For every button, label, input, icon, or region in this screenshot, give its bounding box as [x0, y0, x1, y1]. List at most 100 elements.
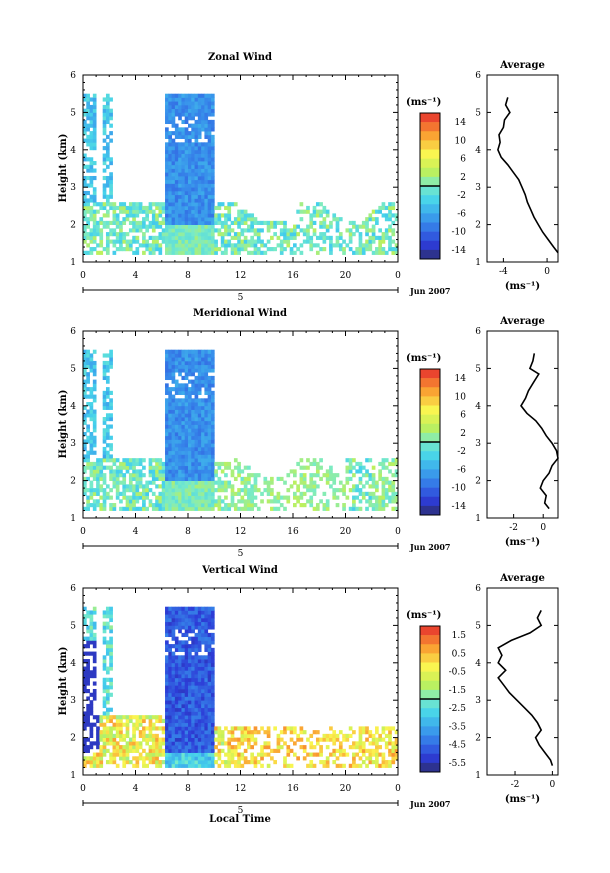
average-frame [486, 74, 559, 263]
average-x-tick-label: 0 [550, 780, 556, 790]
colorbar-segment [420, 505, 440, 516]
colorbar-tick-label: 1.5 [452, 631, 467, 641]
local-time-xlabel: Local Time [209, 814, 271, 825]
colorbar-tick-label: -2.5 [449, 704, 467, 714]
colorbar-segment [420, 708, 440, 718]
average-y-tick-label: 1 [475, 514, 481, 524]
colorbar-tick-label: 0.5 [452, 649, 467, 659]
colorbar-segment [420, 726, 440, 736]
vertical-wind-heatmap [83, 606, 399, 768]
x-tick-label: 20 [340, 271, 352, 281]
colorbar-tick-label: 14 [455, 374, 467, 384]
average-y-tick-label: 1 [475, 771, 481, 781]
colorbar-segment [420, 442, 440, 452]
y-tick-label: 4 [70, 146, 76, 156]
y-tick-label: 6 [70, 71, 76, 81]
colorbar-segment [420, 432, 440, 443]
x-tick-label: 12 [235, 271, 246, 281]
x-tick-label: 0 [395, 527, 401, 537]
colorbar-tick-label: -2 [457, 191, 466, 201]
x-tick-label: 16 [287, 271, 299, 281]
colorbar-segment [420, 387, 440, 397]
colorbar-segment [420, 249, 440, 260]
y-tick-label: 3 [70, 183, 76, 193]
x-tick-label: 20 [340, 527, 352, 537]
y-tick-label: 5 [70, 364, 76, 374]
colorbar-segment [420, 122, 440, 132]
colorbar-segment [420, 240, 440, 251]
colorbar-tick-label: -6 [457, 209, 466, 219]
colorbar-segment [420, 131, 440, 141]
colorbar-segment [420, 487, 440, 498]
x-tick-label: 4 [133, 271, 139, 281]
y-tick-label: 5 [70, 621, 76, 631]
colorbar-segment [420, 195, 440, 205]
average-y-tick-label: 3 [475, 696, 481, 706]
y-tick-label: 3 [70, 439, 76, 449]
colorbar-segment [420, 213, 440, 223]
average-y-tick-label: 2 [475, 221, 481, 231]
average-y-tick-label: 1 [475, 258, 481, 268]
average-y-tick-label: 5 [475, 621, 481, 631]
x-tick-label: 0 [80, 527, 86, 537]
colorbar-tick-label: -2 [457, 447, 466, 457]
colorbar-segment [420, 396, 440, 406]
meridional-wind-colorbar: 14 10 6 2 -2 -6 -10 -14 [419, 368, 467, 516]
y-tick-label: 6 [70, 327, 76, 337]
colorbar-segment [420, 478, 440, 488]
average-y-tick-label: 5 [475, 108, 481, 118]
colorbar-segment [420, 717, 440, 727]
colorbar-segment [420, 149, 440, 159]
average-y-tick-label: 3 [475, 439, 481, 449]
y-tick-label: 6 [70, 584, 76, 594]
colorbar-segment [420, 204, 440, 214]
x-tick-label: 8 [185, 784, 191, 794]
colorbar-tick-label: 2 [460, 173, 466, 183]
zonal-wind-colorbar-unit: (ms⁻¹) [406, 97, 441, 108]
y-tick-label: 5 [70, 108, 76, 118]
colorbar-segment [420, 626, 440, 636]
colorbar-segment [420, 414, 440, 425]
colorbar-tick-label: 14 [455, 118, 467, 128]
colorbar-segment [420, 451, 440, 461]
y-tick-label: 2 [70, 221, 76, 231]
vertical-wind-date-label: Jun 2007 [409, 799, 450, 809]
zonal-wind-title: Zonal Wind [208, 52, 272, 63]
colorbar-tick-label: 6 [460, 411, 466, 421]
average-y-tick-label: 6 [475, 71, 481, 81]
average-frame [486, 330, 559, 519]
average-x-tick-label: -2 [509, 523, 518, 533]
colorbar-segment [420, 762, 440, 773]
colorbar-segment [420, 222, 440, 232]
average-y-tick-label: 6 [475, 327, 481, 337]
y-tick-label: 1 [70, 771, 76, 781]
vertical-wind-average-title: Average [499, 573, 545, 584]
colorbar-tick-label: -14 [452, 246, 467, 256]
y-tick-label: 1 [70, 258, 76, 268]
colorbar-segment [420, 744, 440, 755]
x-tick-label: 4 [133, 527, 139, 537]
average-y-tick-label: 4 [475, 146, 481, 156]
x-tick-label: 16 [287, 784, 299, 794]
colorbar-segment [420, 186, 440, 196]
colorbar-segment [420, 680, 440, 691]
colorbar-segment [420, 423, 440, 434]
colorbar-tick-label: -14 [452, 502, 467, 512]
zonal-wind-average-profile: 1 2 3 4 5 6 -4 0 [475, 71, 559, 277]
colorbar-segment [420, 140, 440, 150]
average-y-tick-label: 6 [475, 584, 481, 594]
colorbar-tick-label: 10 [455, 136, 467, 146]
colorbar-tick-label: -10 [452, 228, 467, 238]
meridional-wind-average-xlabel: (ms⁻¹) [505, 537, 540, 548]
vertical-wind-colorbar-unit: (ms⁻¹) [406, 610, 441, 621]
average-profile-line [497, 97, 559, 254]
x-tick-label: 0 [80, 784, 86, 794]
average-x-tick-label: 0 [540, 523, 546, 533]
y-tick-label: 4 [70, 659, 76, 669]
vertical-wind-day-label: 5 [238, 806, 244, 816]
zonal-wind-ylabel: Height (km) [58, 134, 69, 203]
